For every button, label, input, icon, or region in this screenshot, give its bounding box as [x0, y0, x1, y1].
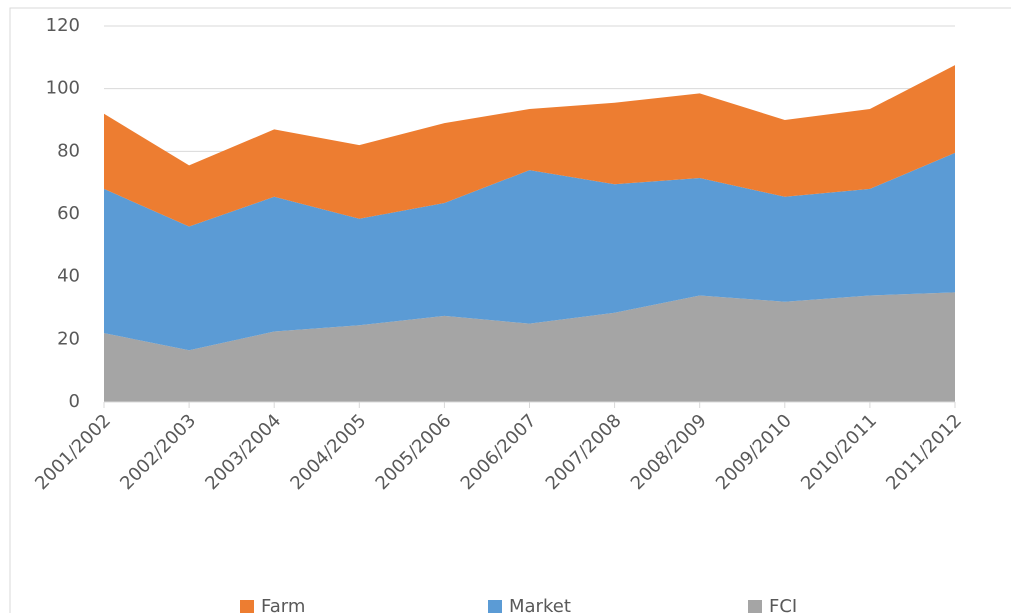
y-tick-label: 80 [57, 140, 80, 161]
area [104, 292, 955, 402]
legend-label: FCI [769, 596, 797, 613]
legend-swatch [488, 600, 502, 613]
y-tick-label: 100 [46, 78, 80, 99]
y-tick-label: 0 [69, 391, 80, 412]
area [104, 152, 955, 351]
y-tick-label: 120 [46, 15, 80, 36]
y-tick-label: 40 [57, 266, 80, 287]
area [104, 65, 955, 227]
legend-label: Market [509, 596, 571, 613]
legend-swatch [240, 600, 254, 613]
legend-swatch [748, 600, 762, 613]
y-tick-label: 20 [57, 328, 80, 349]
legend-label: Farm [261, 596, 305, 613]
y-tick-label: 60 [57, 203, 80, 224]
